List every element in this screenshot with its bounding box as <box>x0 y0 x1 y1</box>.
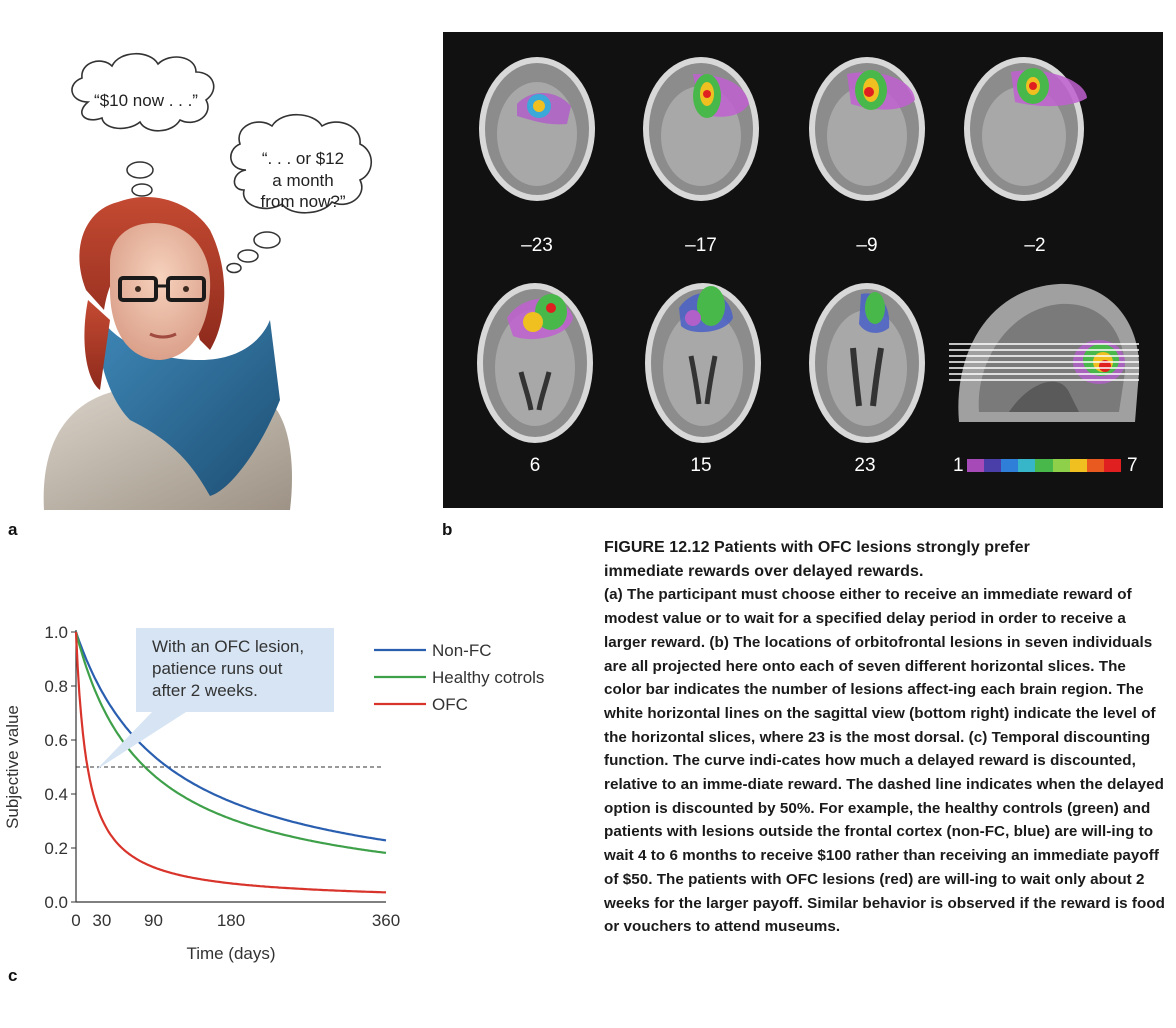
caption-label-c: (c) <box>964 728 988 746</box>
series-line-non-fc <box>74 631 387 842</box>
colorbar-segment-7 <box>1086 459 1104 472</box>
colorbar-segment-0 <box>967 459 985 472</box>
x-tick-label-3: 180 <box>217 911 245 930</box>
panel-b-brain-slices: –23 –17 –9 –2 <box>443 32 1163 508</box>
brain-slice-6 <box>477 283 593 443</box>
callout-line-1: patience runs out <box>152 659 283 678</box>
slice-label-2: –17 <box>685 235 717 256</box>
bubble2-line1: “. . . or $12 <box>262 149 344 168</box>
bubble1-text: “$10 now . . .” <box>94 91 198 110</box>
caption-label-b: (b) <box>705 633 729 651</box>
sagittal-view <box>949 283 1140 422</box>
y-tick-label-2: 0.4 <box>44 785 68 804</box>
y-tick-label-0: 0.0 <box>44 893 68 912</box>
brain-slice-m9 <box>809 57 925 201</box>
caption-title-line1: FIGURE 12.12 Patients with OFC lesions s… <box>604 539 1030 556</box>
colorbar-segment-5 <box>1052 459 1070 472</box>
caption-label-a: (a) <box>604 586 623 604</box>
y-tick-label-3: 0.6 <box>44 731 68 750</box>
horizontal-slice-lines <box>949 343 1139 381</box>
slice-label-1: –23 <box>521 235 553 256</box>
colorbar-segment-1 <box>984 459 1002 472</box>
panel-c-discount-chart: 0.0 0.2 0.4 0.6 0.8 1.0 0 30 90 180 360 Time (days)… <box>0 600 600 980</box>
brain-slice-m23 <box>479 57 595 201</box>
y-tick-label-4: 0.8 <box>44 677 68 696</box>
panel-label-a: a <box>8 520 18 539</box>
bubble2-line3: from now?” <box>260 192 345 211</box>
brain-slice-m17 <box>643 57 759 201</box>
legend-label-2: OFC <box>432 695 468 714</box>
slice-label-4: –2 <box>1024 235 1046 256</box>
brain-slice-23 <box>809 283 925 443</box>
slice-label-3: –9 <box>856 235 878 256</box>
x-tick-label-2: 90 <box>144 911 163 930</box>
temporal-discounting-chart: 0.0 0.2 0.4 0.6 0.8 1.0 0 30 90 180 360 Time (days)… <box>3 623 544 963</box>
caption-text-b: The locations of orbitofrontal lesions i… <box>604 633 1156 746</box>
colorbar-min-label: 1 <box>953 455 964 476</box>
thought-bubble-2: “. . . or $12 a month from now?” <box>226 114 373 274</box>
callout-line-0: With an OFC lesion, <box>152 637 304 656</box>
legend-label-0: Non-FC <box>432 641 492 660</box>
slice-label-7: 23 <box>854 455 876 476</box>
caption-text-a: The participant must choose either to re… <box>604 586 1132 651</box>
callout-box <box>96 628 334 770</box>
panel-label-c: c <box>8 966 18 985</box>
colorbar-max-label: 7 <box>1127 455 1138 476</box>
colorbar-segment-6 <box>1069 459 1087 472</box>
panel-a-illustration: “$10 now . . .” “. . . or $12 a month fr… <box>0 20 420 510</box>
brain-slice-m2 <box>964 57 1087 201</box>
y-tick-label-5: 1.0 <box>44 623 68 642</box>
panel-label-b: b <box>442 520 453 539</box>
slice-label-6: 15 <box>690 455 712 476</box>
thought-bubble-1: “$10 now . . .” <box>71 53 215 214</box>
caption-title-line2: immediate rewards over delayed rewards. <box>604 562 924 580</box>
colorbar-segment-4 <box>1035 459 1053 472</box>
x-tick-label-1: 30 <box>92 911 111 930</box>
legend-label-1: Healthy cotrols <box>432 668 544 687</box>
brain-slice-15 <box>645 283 761 443</box>
woman-figure <box>43 197 292 510</box>
bubble2-line2: a month <box>272 171 333 190</box>
thinking-woman-illustration: “$10 now . . .” “. . . or $12 a month fr… <box>43 53 373 510</box>
colorbar-segment-2 <box>1001 459 1019 472</box>
lesion-count-colorbar <box>967 459 1121 472</box>
series-line-ofc <box>74 631 387 894</box>
caption-text-c: Temporal discounting function. The curve… <box>604 728 1165 936</box>
colorbar-segment-3 <box>1018 459 1036 472</box>
y-tick-label-1: 0.2 <box>44 839 68 858</box>
x-tick-label-4: 360 <box>372 911 400 930</box>
x-axis-label: Time (days) <box>186 944 275 963</box>
slice-label-5: 6 <box>529 455 541 476</box>
colorbar-segment-8 <box>1103 459 1121 472</box>
y-axis-label: Subjective value <box>3 705 22 829</box>
callout-line-2: after 2 weeks. <box>152 681 258 700</box>
figure-caption: FIGURE 12.12 Patients with OFC lesions s… <box>604 536 1166 939</box>
x-tick-label-0: 0 <box>71 911 80 930</box>
